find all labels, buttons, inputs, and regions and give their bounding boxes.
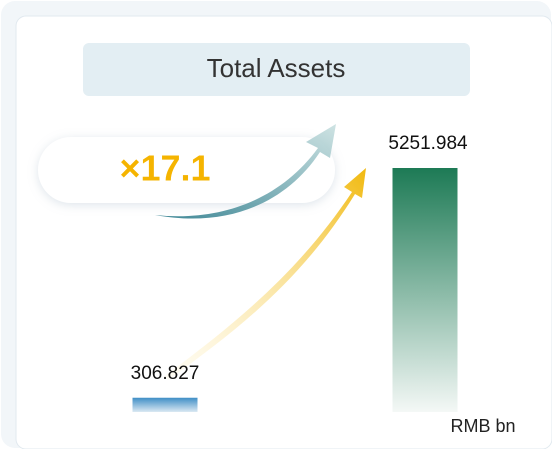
unit-label: RMB bn	[450, 416, 515, 436]
arrow	[155, 124, 336, 219]
value-label: 306.827	[131, 363, 200, 384]
value-label: 5251.984	[388, 133, 468, 154]
title-pill	[83, 43, 470, 96]
multiplier-pill	[38, 137, 335, 203]
multiplier: ×17.1	[119, 148, 210, 189]
bar	[392, 168, 458, 412]
chart-title: Total Assets	[207, 53, 346, 83]
bar	[132, 397, 198, 412]
